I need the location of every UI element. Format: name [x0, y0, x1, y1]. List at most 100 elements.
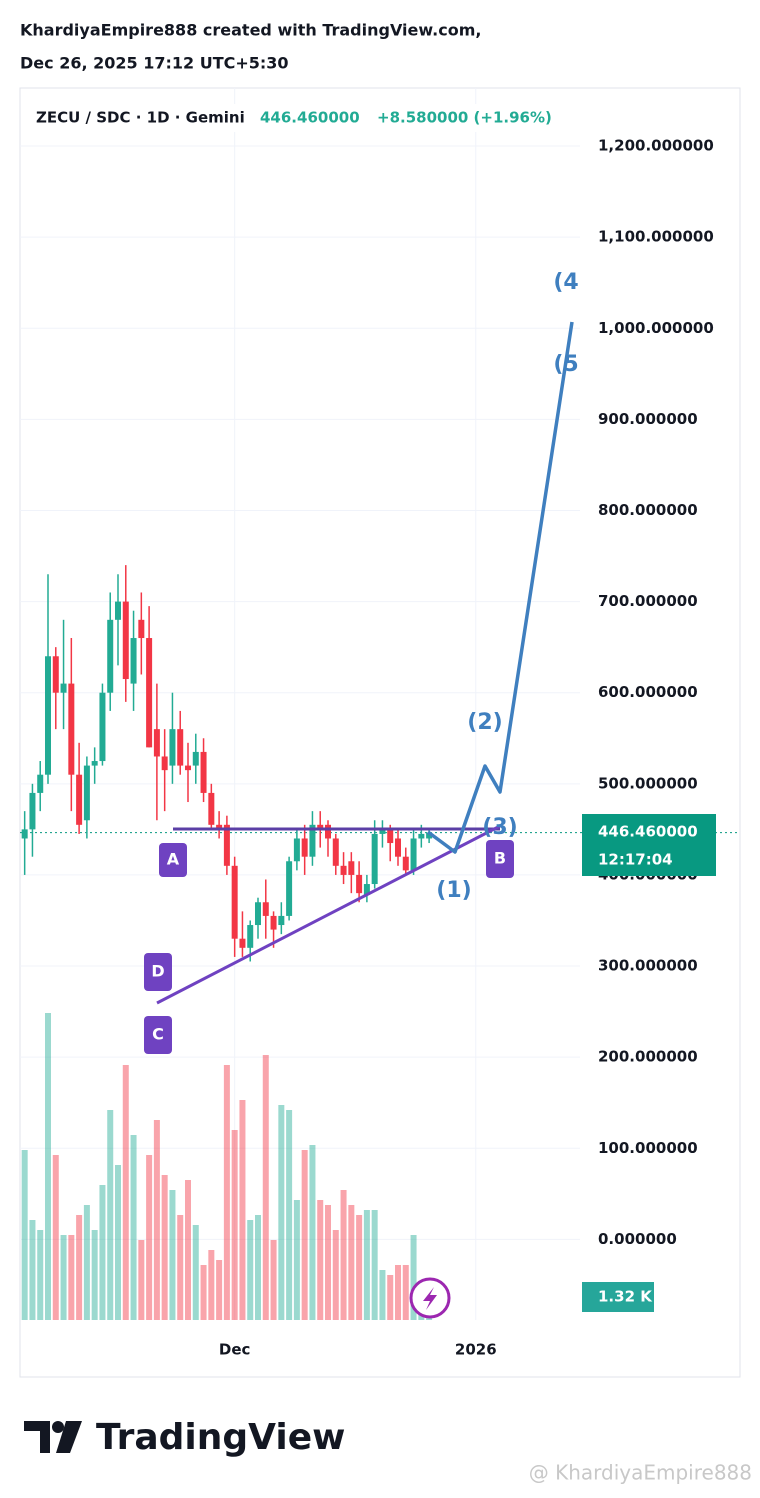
volume-bar [332, 1230, 339, 1320]
logo-text: TradingView [96, 1417, 345, 1458]
y-tick-label: 1,100.000000 [598, 228, 714, 246]
candle-body [52, 656, 59, 693]
candle-body [270, 915, 277, 930]
candle-body [29, 792, 36, 830]
candle-body [169, 729, 176, 766]
volume-bar [91, 1230, 98, 1320]
volume-bar [363, 1210, 370, 1320]
volume-bar [52, 1155, 59, 1320]
flash-glyph [423, 1287, 437, 1310]
projection-path [426, 321, 574, 854]
candle-body [332, 838, 339, 866]
candle-body [418, 833, 425, 839]
volume-bar [309, 1145, 316, 1320]
y-tick-label: 500.000000 [598, 774, 698, 792]
volume-bar [255, 1215, 261, 1320]
volume-bar [286, 1110, 293, 1320]
candle-body [115, 601, 121, 620]
watermark: @ KhardiyaEmpire888 [529, 1461, 752, 1485]
candle-body [278, 915, 285, 926]
volume-bar [270, 1240, 277, 1320]
volume-bar [21, 1150, 28, 1320]
candle-body [262, 902, 269, 916]
volume-tag [582, 1282, 654, 1312]
candle-body [395, 838, 401, 857]
candle-body [68, 683, 75, 775]
candle-body [177, 729, 184, 766]
point-label: B [494, 849, 506, 868]
label-box [159, 843, 187, 877]
y-tick-label: 200.000000 [598, 1048, 698, 1066]
y-tick-label: 100.000000 [598, 1139, 698, 1157]
trend-line [156, 824, 501, 1005]
volume-bar [231, 1130, 238, 1320]
x-tick-label: Dec [219, 1341, 251, 1359]
volume-bar [418, 1315, 425, 1320]
candle-body [317, 824, 324, 830]
candle-body [325, 824, 331, 839]
candle-body [239, 938, 246, 948]
candle-body [348, 861, 355, 875]
candle-body [208, 792, 215, 825]
candle-body [223, 824, 230, 866]
candle-body [192, 751, 199, 766]
candle-body [122, 601, 129, 680]
candle-body [286, 861, 293, 916]
legend-change: +8.580000 (+1.96%) [377, 109, 552, 127]
candle-body [45, 656, 51, 775]
volume-bar [29, 1220, 36, 1320]
logo-mark [24, 1421, 50, 1453]
candle-body [200, 751, 207, 793]
volume-bar [153, 1120, 160, 1320]
price-tag-countdown: 12:17:04 [598, 851, 673, 869]
volume-bar [278, 1105, 285, 1320]
volume-bar [37, 1230, 44, 1320]
candle-body [146, 638, 153, 748]
wave-label: (1) [436, 878, 471, 903]
candle-body [37, 774, 44, 793]
candle-body [363, 884, 370, 895]
candle-body [216, 824, 223, 830]
volume-bar [177, 1215, 184, 1320]
volume-bar [161, 1175, 168, 1320]
candle-body [231, 865, 238, 939]
volume-tag-value: 1.32 K [598, 1288, 653, 1306]
volume-bar [169, 1190, 176, 1320]
volume-bar [68, 1235, 75, 1320]
point-label: C [152, 1025, 164, 1044]
volume-bar [402, 1265, 409, 1320]
candle-body [138, 619, 145, 639]
volume-bar [216, 1260, 223, 1320]
candle-body [91, 761, 98, 766]
candle-body [185, 765, 191, 771]
candle-body [255, 902, 261, 926]
volume-bar [192, 1225, 199, 1320]
label-box [486, 840, 514, 878]
candle-body [309, 824, 316, 857]
label-box [144, 953, 172, 991]
volume-bar [223, 1065, 230, 1320]
volume-bar [130, 1135, 137, 1320]
volume-bar [146, 1155, 153, 1320]
candle-body [356, 874, 363, 894]
y-tick-label: 900.000000 [598, 410, 698, 428]
wave-label: (3) [482, 815, 517, 840]
candle-body [371, 833, 378, 885]
candle-body [21, 829, 28, 839]
volume-bar [348, 1205, 355, 1320]
logo-mark [56, 1421, 82, 1453]
point-label: D [151, 962, 164, 981]
candle-body [153, 729, 160, 757]
volume-bar [239, 1100, 246, 1320]
legend-price: 446.460000 [260, 109, 360, 127]
candle-body [426, 832, 433, 839]
volume-bar [356, 1215, 363, 1320]
wave-label: (2) [467, 710, 502, 735]
legend-bg [40, 104, 560, 132]
price-tag [582, 814, 716, 876]
candle-body [301, 838, 308, 857]
volume-bar [45, 1013, 51, 1320]
candle-body [107, 619, 114, 693]
